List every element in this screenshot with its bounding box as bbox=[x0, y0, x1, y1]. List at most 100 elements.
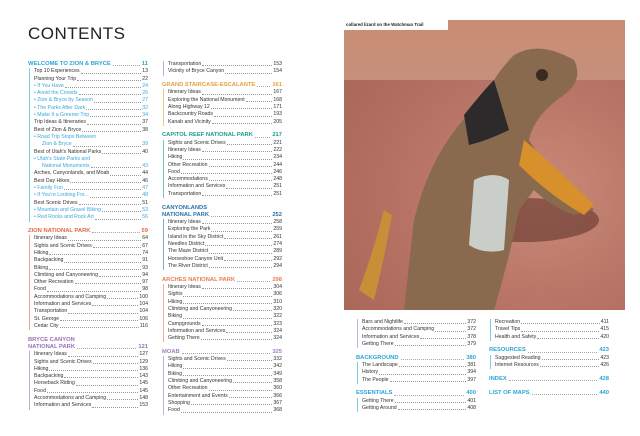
toc-entry[interactable]: Recreation 411 bbox=[495, 319, 609, 326]
toc-entry[interactable]: Transportation 153 bbox=[168, 61, 282, 68]
toc-entry[interactable]: Cedar City 116 bbox=[34, 323, 148, 330]
toc-entry[interactable]: Along Highway 12 171 bbox=[168, 104, 282, 111]
toc-entry[interactable]: Horseshoe Canyon Unit 292 bbox=[168, 256, 282, 263]
toc-entry[interactable]: St. George 106 bbox=[34, 316, 148, 323]
toc-entry[interactable]: Vicinity of Bryce Canyon 154 bbox=[168, 68, 282, 75]
toc-entry[interactable]: Best Day Hikes 46 bbox=[34, 178, 148, 185]
toc-entry[interactable]: Hiking 136 bbox=[34, 366, 148, 373]
toc-entry[interactable]: Kanab and Vicinity 205 bbox=[168, 119, 282, 126]
toc-entry[interactable]: Transportation 251 bbox=[168, 191, 282, 198]
toc-entry[interactable]: Top 10 Experiences 13 bbox=[34, 68, 148, 75]
toc-entry[interactable]: • Avoid the Crowds 26 bbox=[34, 90, 148, 97]
toc-entry[interactable]: • If You're Looking For... 48 bbox=[34, 192, 148, 199]
toc-entry[interactable]: Sights and Scenic Drives 129 bbox=[34, 359, 148, 366]
toc-entry[interactable]: Getting There 379 bbox=[362, 341, 476, 348]
toc-entry[interactable]: Backcountry Roads 193 bbox=[168, 111, 282, 118]
toc-entry[interactable]: Island in the Sky District 261 bbox=[168, 234, 282, 241]
toc-entry[interactable]: Transportation 104 bbox=[34, 308, 148, 315]
toc-entry[interactable]: Backpacking 143 bbox=[34, 373, 148, 380]
section-heading[interactable]: MOAB 325 bbox=[162, 349, 282, 356]
toc-entry[interactable]: Sights and Scenic Drives 221 bbox=[168, 140, 282, 147]
toc-entry[interactable]: Itinerary Ideas 258 bbox=[168, 219, 282, 226]
toc-entry[interactable]: Accommodations 248 bbox=[168, 176, 282, 183]
toc-entry[interactable]: • Red Rocks and Rock Art 56 bbox=[34, 214, 148, 221]
toc-entry[interactable]: Hiking 342 bbox=[168, 363, 282, 370]
toc-entry[interactable]: Backpacking 91 bbox=[34, 257, 148, 264]
toc-entry[interactable]: Itinerary Ideas 127 bbox=[34, 351, 148, 358]
toc-entry[interactable]: Horseback Riding 145 bbox=[34, 380, 148, 387]
toc-entry[interactable]: Itinerary Ideas 167 bbox=[168, 89, 282, 96]
toc-entry[interactable]: Information and Services 153 bbox=[34, 402, 148, 409]
section-heading[interactable]: WELCOME TO ZION & BRYCE 11 bbox=[28, 61, 148, 68]
section-heading[interactable]: BACKGROUND 380 bbox=[356, 355, 476, 362]
toc-entry[interactable]: Arches, Canyonlands, and Moab 44 bbox=[34, 170, 148, 177]
toc-entry[interactable]: Sights 306 bbox=[168, 291, 282, 298]
toc-entry[interactable]: Needles District 274 bbox=[168, 241, 282, 248]
toc-entry[interactable]: Getting Around 408 bbox=[362, 405, 476, 412]
section-heading[interactable]: LIST OF MAPS 440 bbox=[489, 390, 609, 397]
toc-entry[interactable]: Accommodations and Camping 100 bbox=[34, 294, 148, 301]
section-heading[interactable]: NATIONAL PARK 252 bbox=[162, 212, 282, 219]
section-heading[interactable]: GRAND STAIRCASE-ESCALANTE 161 bbox=[162, 82, 282, 89]
toc-entry[interactable]: Best of Utah's National Parks 40 bbox=[34, 149, 148, 156]
toc-entry[interactable]: Bars and Nightlife 372 bbox=[362, 319, 476, 326]
section-heading[interactable]: NATIONAL PARK 121 bbox=[28, 344, 148, 351]
toc-entry[interactable]: Information and Services 324 bbox=[168, 328, 282, 335]
toc-entry[interactable]: Sights and Scenic Drives 332 bbox=[168, 356, 282, 363]
toc-entry[interactable]: • Make It a Greener Trip 34 bbox=[34, 112, 148, 119]
section-heading[interactable]: CANYONLANDS bbox=[162, 205, 282, 212]
toc-entry[interactable]: Travel Tips 415 bbox=[495, 326, 609, 333]
toc-entry[interactable]: The River District 294 bbox=[168, 263, 282, 270]
toc-entry[interactable]: Itinerary Ideas 222 bbox=[168, 147, 282, 154]
toc-entry[interactable]: Accommodations and Camping 148 bbox=[34, 395, 148, 402]
toc-entry[interactable]: • If You Have 24 bbox=[34, 83, 148, 90]
toc-entry[interactable]: Accommodations and Camping 372 bbox=[362, 326, 476, 333]
toc-entry[interactable]: The People 397 bbox=[362, 377, 476, 384]
toc-entry[interactable]: Hiking 74 bbox=[34, 250, 148, 257]
toc-entry[interactable]: Other Recreation 244 bbox=[168, 162, 282, 169]
toc-entry[interactable]: Getting There 324 bbox=[168, 335, 282, 342]
toc-entry[interactable]: • Utah's State Parks and National Monumen… bbox=[34, 156, 148, 171]
toc-entry[interactable]: Biking 349 bbox=[168, 371, 282, 378]
toc-entry[interactable]: Suggested Reading 423 bbox=[495, 355, 609, 362]
toc-entry[interactable]: • Family Fun 47 bbox=[34, 185, 148, 192]
toc-entry[interactable]: Internet Resources 426 bbox=[495, 362, 609, 369]
toc-entry[interactable]: Food 98 bbox=[34, 286, 148, 293]
toc-entry[interactable]: • Mountain and Gravel Biking 53 bbox=[34, 207, 148, 214]
toc-entry[interactable]: The Landscape 381 bbox=[362, 362, 476, 369]
toc-entry[interactable]: Trip Ideas & Itineraries 37 bbox=[34, 119, 148, 126]
toc-entry[interactable]: • Road Trip Stops Between Zion & Bryce 39 bbox=[34, 134, 148, 149]
toc-entry[interactable]: Planning Your Trip 22 bbox=[34, 76, 148, 83]
toc-entry[interactable]: Biking 322 bbox=[168, 313, 282, 320]
toc-entry[interactable]: Best Scenic Drives 51 bbox=[34, 200, 148, 207]
toc-entry[interactable]: Shopping 367 bbox=[168, 400, 282, 407]
toc-entry[interactable]: Food 145 bbox=[34, 388, 148, 395]
toc-entry[interactable]: History 394 bbox=[362, 369, 476, 376]
toc-entry[interactable]: Best of Zion & Bryce 38 bbox=[34, 127, 148, 134]
toc-entry[interactable]: Itinerary Ideas 64 bbox=[34, 235, 148, 242]
toc-entry[interactable]: • Zion & Bryce by Season 27 bbox=[34, 97, 148, 104]
section-heading[interactable]: BRYCE CANYON bbox=[28, 337, 148, 344]
toc-entry[interactable]: Getting There 401 bbox=[362, 398, 476, 405]
toc-entry[interactable]: Hiking 310 bbox=[168, 299, 282, 306]
toc-entry[interactable]: Entertainment and Events 366 bbox=[168, 393, 282, 400]
toc-entry[interactable]: The Maze District 289 bbox=[168, 248, 282, 255]
section-heading[interactable]: ARCHES NATIONAL PARK 298 bbox=[162, 277, 282, 284]
toc-entry[interactable]: • The Parks After Dark 32 bbox=[34, 105, 148, 112]
toc-entry[interactable]: Sights and Scenic Drives 67 bbox=[34, 243, 148, 250]
toc-entry[interactable]: Campgrounds 323 bbox=[168, 321, 282, 328]
toc-entry[interactable]: Information and Services 378 bbox=[362, 334, 476, 341]
toc-entry[interactable]: Climbing and Canyoneering 94 bbox=[34, 272, 148, 279]
toc-entry[interactable]: Information and Services 251 bbox=[168, 183, 282, 190]
toc-entry[interactable]: Food 368 bbox=[168, 407, 282, 414]
toc-entry[interactable]: Information and Services 104 bbox=[34, 301, 148, 308]
toc-entry[interactable]: Health and Safety 420 bbox=[495, 334, 609, 341]
toc-entry[interactable]: Climbing and Canyoneering 358 bbox=[168, 378, 282, 385]
section-heading[interactable]: ESSENTIALS 400 bbox=[356, 390, 476, 397]
toc-entry[interactable]: Food 246 bbox=[168, 169, 282, 176]
toc-entry[interactable]: Itinerary Ideas 304 bbox=[168, 284, 282, 291]
section-heading[interactable]: CAPITOL REEF NATIONAL PARK 217 bbox=[162, 132, 282, 139]
toc-entry[interactable]: Biking 93 bbox=[34, 265, 148, 272]
toc-entry[interactable]: Hiking 234 bbox=[168, 154, 282, 161]
toc-entry[interactable]: Other Recreation 360 bbox=[168, 385, 282, 392]
